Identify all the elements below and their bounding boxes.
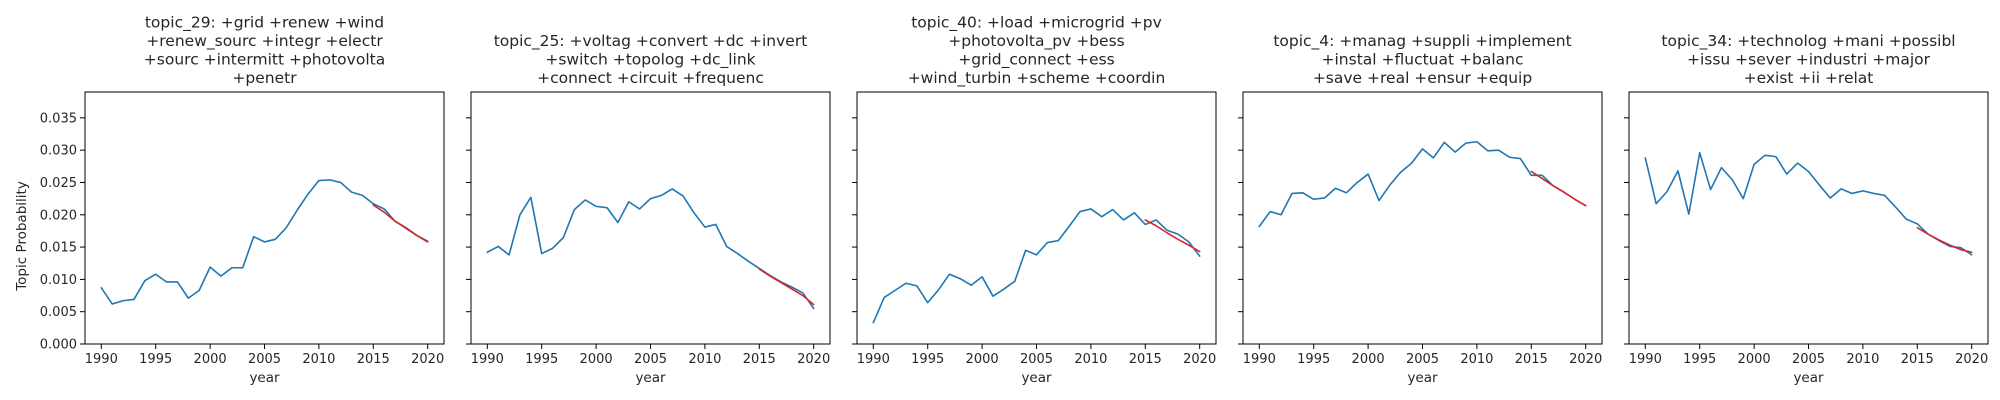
series-line-forecast (1916, 226, 1973, 254)
x-tick-label: 1990 (1629, 352, 1662, 367)
x-tick-label: 1995 (911, 352, 944, 367)
x-axis-label: year (1793, 370, 1824, 386)
y-tick-label: 0.015 (40, 241, 77, 256)
x-tick-label: 2005 (1020, 352, 1053, 367)
x-tick-label: 2020 (1569, 352, 1602, 367)
subplot-title-line: topic_4: +manag +suppli +implement (1273, 32, 1571, 51)
x-tick-label: 2010 (1074, 352, 1107, 367)
x-tick-label: 1995 (1683, 352, 1716, 367)
x-tick-label: 2005 (1406, 352, 1439, 367)
x-tick-label: 2010 (302, 352, 335, 367)
x-tick-label: 2020 (411, 352, 444, 367)
subplot-title-line: +photovolta_pv +bess (948, 32, 1124, 51)
subplot-3: topic_40: +load +microgrid +pv+photovolt… (852, 14, 1217, 386)
subplot-title-line: +wind_turbin +scheme +coordin (908, 69, 1166, 88)
series-line-forecast (1530, 170, 1587, 207)
subplot-title-line: +switch +topolog +dc_link (545, 51, 755, 70)
series-line-forecast (758, 268, 815, 306)
x-tick-label: 2015 (743, 352, 776, 367)
subplot-title-line: +save +real +ensur +equip (1313, 69, 1532, 87)
subplot-title-line: +exist +ii +relat (1744, 69, 1874, 87)
x-tick-label: 2020 (1955, 352, 1988, 367)
series-line-observed (100, 179, 429, 305)
x-axis-label: year (1407, 370, 1438, 386)
x-axis-label: year (635, 370, 666, 386)
x-tick-label: 2015 (1901, 352, 1934, 367)
x-tick-label: 2020 (1183, 352, 1216, 367)
subplot-title-line: +sourc +intermitt +photovolta (144, 51, 385, 69)
y-tick-label: 0.000 (40, 338, 77, 353)
series-line-observed (1258, 140, 1587, 228)
x-tick-label: 1990 (1243, 352, 1276, 367)
x-tick-label: 2015 (1129, 352, 1162, 367)
x-tick-label: 1990 (471, 352, 504, 367)
x-tick-label: 2000 (194, 352, 227, 367)
subplot-title-line: +grid_connect +ess (958, 51, 1114, 70)
subplot-grid: topic_29: +grid +renew +wind+renew_sourc… (40, 14, 1989, 386)
subplot-title-line: +connect +circuit +frequenc (537, 69, 764, 87)
y-tick-label: 0.035 (40, 111, 77, 126)
y-tick-label: 0.030 (40, 144, 77, 159)
subplot-title-line: +issu +sever +industri +major (1687, 51, 1931, 69)
subplot-title-line: topic_29: +grid +renew +wind (145, 14, 384, 33)
series-line-observed (872, 208, 1201, 324)
x-tick-label: 1995 (1297, 352, 1330, 367)
x-tick-label: 1990 (857, 352, 890, 367)
subplot-title-line: +penetr (232, 69, 297, 87)
series-line-observed (1644, 151, 1973, 256)
y-tick-label: 0.005 (40, 305, 77, 320)
x-tick-label: 1995 (525, 352, 558, 367)
subplot-4: topic_4: +manag +suppli +implement+insta… (1238, 32, 1603, 386)
subplot-title-line: topic_40: +load +microgrid +pv (911, 14, 1162, 33)
x-tick-label: 2005 (248, 352, 281, 367)
x-tick-label: 2000 (1352, 352, 1385, 367)
y-tick-label: 0.010 (40, 273, 77, 288)
subplot-2: topic_25: +voltag +convert +dc +invert+s… (466, 32, 831, 386)
x-tick-label: 2000 (1738, 352, 1771, 367)
x-axis-label: year (1021, 370, 1052, 386)
series-line-forecast (1144, 219, 1201, 253)
subplot-1: topic_29: +grid +renew +wind+renew_sourc… (40, 14, 445, 386)
x-tick-label: 2010 (1846, 352, 1879, 367)
subplot-title-line: +instal +fluctuat +balanc (1322, 51, 1524, 69)
subplot-5: topic_34: +technolog +mani +possibl+issu… (1624, 32, 1989, 386)
y-tick-label: 0.020 (40, 208, 77, 223)
x-tick-label: 2000 (966, 352, 999, 367)
x-tick-label: 2020 (797, 352, 830, 367)
subplot-title-line: +renew_sourc +integr +electr (146, 32, 383, 51)
y-axis-label: Topic Probability (14, 181, 30, 292)
x-tick-label: 2000 (580, 352, 613, 367)
x-tick-label: 2015 (357, 352, 390, 367)
subplot-title-line: topic_34: +technolog +mani +possibl (1661, 32, 1955, 51)
x-tick-label: 2005 (1792, 352, 1825, 367)
x-tick-label: 1990 (85, 352, 118, 367)
x-axis-label: year (249, 370, 280, 386)
x-tick-label: 2005 (634, 352, 667, 367)
x-tick-label: 2010 (1460, 352, 1493, 367)
y-tick-label: 0.025 (40, 176, 77, 191)
x-tick-label: 2015 (1515, 352, 1548, 367)
subplot-title-line: topic_25: +voltag +convert +dc +invert (494, 32, 808, 51)
series-line-forecast (372, 204, 429, 243)
x-tick-label: 1995 (139, 352, 172, 367)
x-tick-label: 2010 (688, 352, 721, 367)
